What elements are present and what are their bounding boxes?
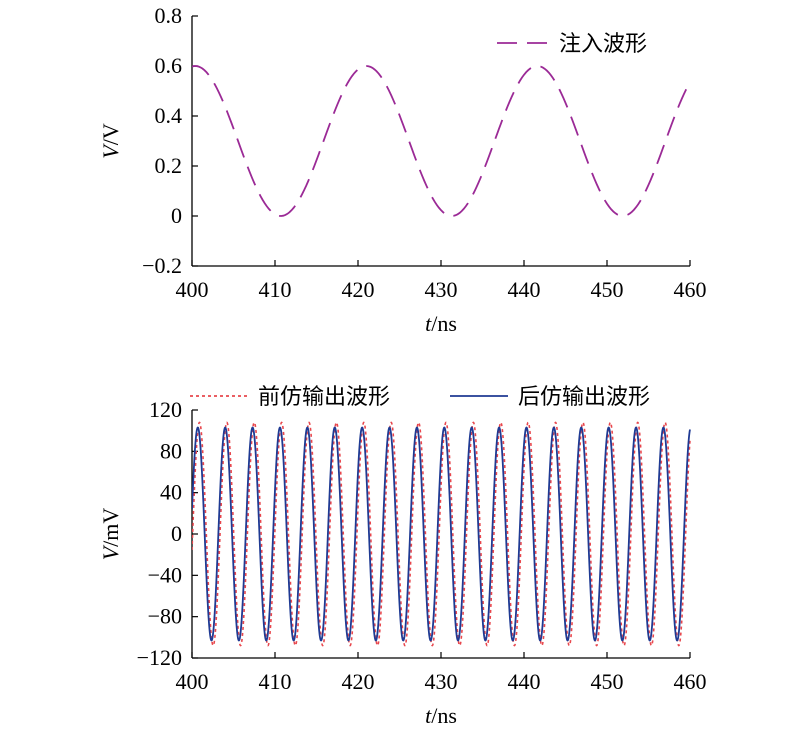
chart-2: 400 410 420 430 440 450 46012080400−40−80−120t…	[98, 385, 707, 728]
x-tick-label: 410	[259, 277, 292, 302]
y-axis-label: V/mV	[98, 508, 123, 561]
x-axis-label: t/ns	[425, 703, 457, 728]
y-tick-label: 0.6	[155, 53, 183, 78]
y-tick-label: 0.4	[155, 103, 183, 128]
x-tick-label: 410	[259, 669, 292, 694]
y-tick-label: 0	[171, 521, 182, 546]
series-line-2	[192, 426, 691, 642]
x-axis-var: t	[425, 703, 432, 728]
x-tick-label: 400	[176, 669, 209, 694]
y-tick-label: 80	[160, 438, 182, 463]
x-axis-unit: /ns	[431, 703, 457, 728]
x-tick-label: 450	[591, 669, 624, 694]
x-tick-label: 420	[342, 277, 375, 302]
series-line-1	[192, 421, 691, 647]
y-axis-label: V/V	[98, 123, 123, 159]
y-tick-label: 0.8	[155, 3, 183, 28]
x-tick-label: 430	[425, 669, 458, 694]
x-tick-label: 430	[425, 277, 458, 302]
x-axis-label: t/ns	[425, 311, 457, 336]
x-tick-label: 450	[591, 277, 624, 302]
y-axis-var: V	[98, 544, 123, 560]
chart-1: 400 410 420 430 440 450 4600.80.60.40.20−0.2t/…	[98, 3, 707, 336]
y-tick-label: −0.2	[142, 253, 182, 278]
legend-label: 注入波形	[559, 32, 647, 57]
x-tick-label: 440	[508, 277, 541, 302]
x-tick-label: 460	[674, 277, 707, 302]
y-tick-label: 0.2	[155, 153, 183, 178]
x-tick-label: 420	[342, 669, 375, 694]
x-tick-label: 440	[508, 669, 541, 694]
y-axis-unit: /V	[98, 123, 123, 145]
y-tick-label: −80	[148, 604, 182, 629]
y-tick-label: 0	[171, 203, 182, 228]
series-line-1	[192, 65, 691, 217]
y-tick-label: −120	[137, 645, 182, 670]
legend-label: 前仿输出波形	[258, 385, 390, 410]
y-axis-unit: /mV	[98, 508, 123, 547]
y-tick-label: −40	[148, 562, 182, 587]
y-tick-label: 40	[160, 480, 182, 505]
x-tick-label: 460	[674, 669, 707, 694]
x-tick-label: 400	[176, 277, 209, 302]
y-tick-label: 120	[149, 397, 182, 422]
legend-label: 后仿输出波形	[518, 385, 650, 410]
x-axis-unit: /ns	[431, 311, 457, 336]
y-axis-var: V	[98, 143, 123, 159]
x-axis-var: t	[425, 311, 432, 336]
